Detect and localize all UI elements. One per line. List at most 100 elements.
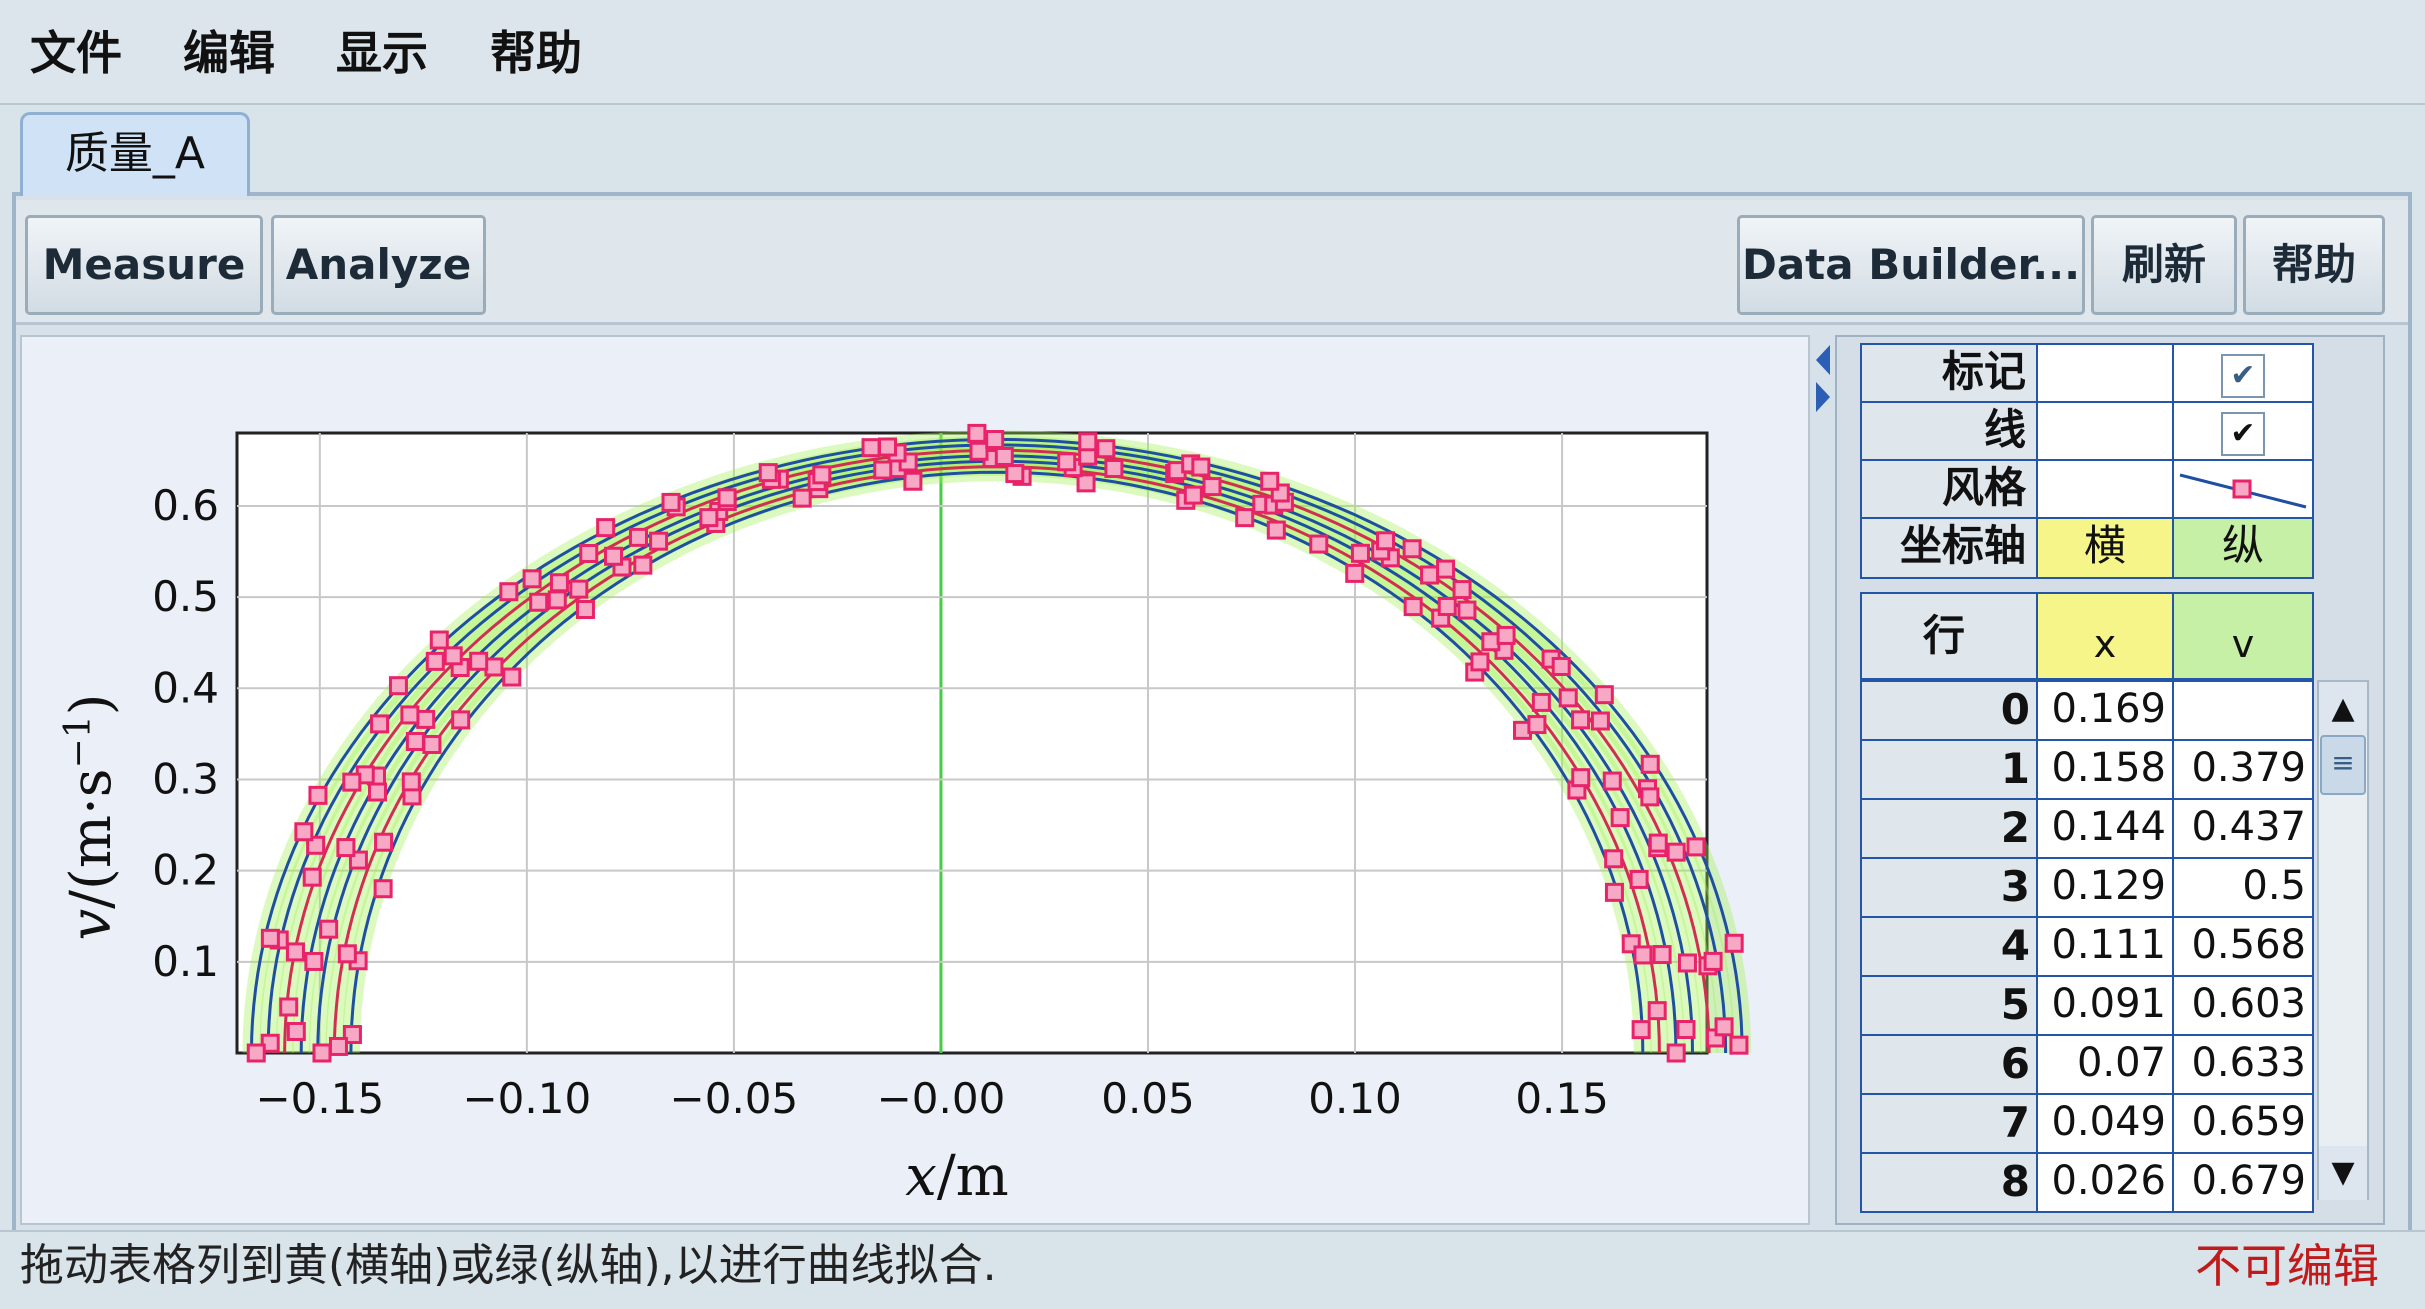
data-marker (792, 488, 812, 508)
table-row-index[interactable]: 8 (1860, 1152, 2038, 1213)
collapse-arrows-icon[interactable] (1812, 340, 1832, 420)
data-marker (1436, 559, 1456, 579)
data-marker (873, 460, 893, 480)
data-marker (1403, 597, 1423, 617)
horizontal-axis-cell[interactable]: 横 (2036, 517, 2174, 579)
data-marker (1078, 432, 1098, 452)
scroll-thumb[interactable]: ≡ (2320, 735, 2366, 795)
table-row-index[interactable]: 2 (1860, 798, 2038, 859)
table-row-index[interactable]: 0 (1860, 680, 2038, 741)
table-cell-x[interactable]: 0.169 (2036, 680, 2174, 741)
data-marker (1420, 565, 1440, 585)
table-cell-x[interactable]: 0.129 (2036, 857, 2174, 918)
style-label: 风格 (1860, 459, 2038, 519)
table-cell-x[interactable]: 0.091 (2036, 975, 2174, 1036)
table-cell-v[interactable]: 0.679 (2172, 1152, 2314, 1213)
table-row-index[interactable]: 1 (1860, 739, 2038, 800)
table-cell-x[interactable]: 0.026 (2036, 1152, 2174, 1213)
data-marker (337, 944, 357, 964)
scroll-up-icon[interactable]: ▲ (2319, 682, 2367, 736)
measure-button[interactable]: Measure (25, 215, 263, 315)
plot-panel[interactable]: −0.15 −0.10 −0.05 −0.00 0.05 0.10 0.15 0.1 0.2 0.… (20, 335, 1810, 1225)
y-tick-label: 0.5 (152, 572, 219, 621)
data-marker (1590, 711, 1610, 731)
data-marker (649, 531, 669, 551)
table-cell-v[interactable]: 0.5 (2172, 857, 2314, 918)
data-marker (400, 705, 420, 725)
table-row-index[interactable]: 6 (1860, 1034, 2038, 1095)
data-marker (469, 651, 489, 671)
data-marker (373, 879, 393, 899)
data-marker (1345, 563, 1365, 583)
y-tick-label: 0.1 (152, 937, 219, 986)
data-marker (429, 630, 449, 650)
marker-checkbox[interactable]: ✔ (2172, 343, 2314, 403)
data-marker (1729, 1035, 1749, 1055)
table-row-index[interactable]: 3 (1860, 857, 2038, 918)
data-marker (294, 822, 314, 842)
data-marker (549, 573, 569, 593)
data-marker (499, 582, 519, 602)
table-cell-v[interactable]: 0.633 (2172, 1034, 2314, 1095)
table-cell-x[interactable]: 0.07 (2036, 1034, 2174, 1095)
tab-mass-a[interactable]: 质量_A (20, 112, 250, 196)
data-marker (1652, 945, 1672, 965)
table-cell-x[interactable]: 0.144 (2036, 798, 2174, 859)
data-marker (279, 997, 299, 1017)
data-marker (1350, 543, 1370, 563)
data-marker (628, 527, 648, 547)
table-cell-v[interactable] (2172, 680, 2314, 741)
data-marker (569, 579, 589, 599)
data-marker (443, 646, 463, 666)
help-button[interactable]: 帮助 (2243, 215, 2385, 315)
table-cell-v[interactable]: 0.568 (2172, 916, 2314, 977)
scroll-down-icon[interactable]: ▼ (2319, 1146, 2367, 1200)
table-row-index[interactable]: 5 (1860, 975, 2038, 1036)
x-axis-label: x/m (905, 1144, 1009, 1209)
table-cell-x[interactable]: 0.158 (2036, 739, 2174, 800)
v-column-header[interactable]: v (2172, 592, 2314, 680)
data-marker (1452, 580, 1472, 600)
data-marker (1703, 951, 1723, 971)
table-cell-x[interactable]: 0.111 (2036, 916, 2174, 977)
data-marker (1076, 473, 1096, 493)
table-row-index[interactable]: 4 (1860, 916, 2038, 977)
data-marker (1376, 531, 1396, 551)
analyze-button[interactable]: Analyze (271, 215, 486, 315)
data-marker (1571, 768, 1591, 788)
table-cell-v[interactable]: 0.659 (2172, 1093, 2314, 1154)
table-cell-v[interactable]: 0.437 (2172, 798, 2314, 859)
style-swatch[interactable] (2172, 459, 2314, 519)
row-header[interactable]: 行 (1860, 592, 2038, 680)
menu-edit[interactable]: 编辑 (183, 26, 275, 80)
data-marker (596, 518, 616, 538)
x-tick-label: −0.10 (462, 1074, 591, 1123)
table-row-index[interactable]: 7 (1860, 1093, 2038, 1154)
refresh-button[interactable]: 刷新 (2091, 215, 2237, 315)
menu-display[interactable]: 显示 (336, 26, 428, 80)
data-marker (861, 438, 881, 458)
data-marker (1437, 597, 1457, 617)
data-marker (246, 1043, 266, 1063)
status-hint: 拖动表格列到黄(横轴)或绿(纵轴),以进行曲线拟合. (20, 1240, 997, 1291)
data-marker (877, 437, 897, 457)
data-marker (328, 1036, 348, 1056)
menu-file[interactable]: 文件 (30, 26, 122, 80)
y-tick-label: 0.3 (152, 754, 219, 803)
data-marker (1005, 464, 1025, 484)
data-marker (374, 832, 394, 852)
line-checkbox[interactable]: ✔ (2172, 401, 2314, 461)
menu-help[interactable]: 帮助 (490, 26, 582, 80)
table-cell-x[interactable]: 0.049 (2036, 1093, 2174, 1154)
x-column-header[interactable]: x (2036, 592, 2174, 680)
data-marker (1096, 439, 1116, 459)
vertical-axis-cell[interactable]: 纵 (2172, 517, 2314, 579)
data-marker (260, 1033, 280, 1053)
velocity-position-chart[interactable]: −0.15 −0.10 −0.05 −0.00 0.05 0.10 0.15 0.1 0.2 0.… (22, 337, 1812, 1227)
data-builder-button[interactable]: Data Builder... (1737, 215, 2085, 315)
data-marker (451, 710, 471, 730)
data-marker (699, 508, 719, 528)
table-cell-v[interactable]: 0.379 (2172, 739, 2314, 800)
data-marker (302, 867, 322, 887)
table-cell-v[interactable]: 0.603 (2172, 975, 2314, 1036)
